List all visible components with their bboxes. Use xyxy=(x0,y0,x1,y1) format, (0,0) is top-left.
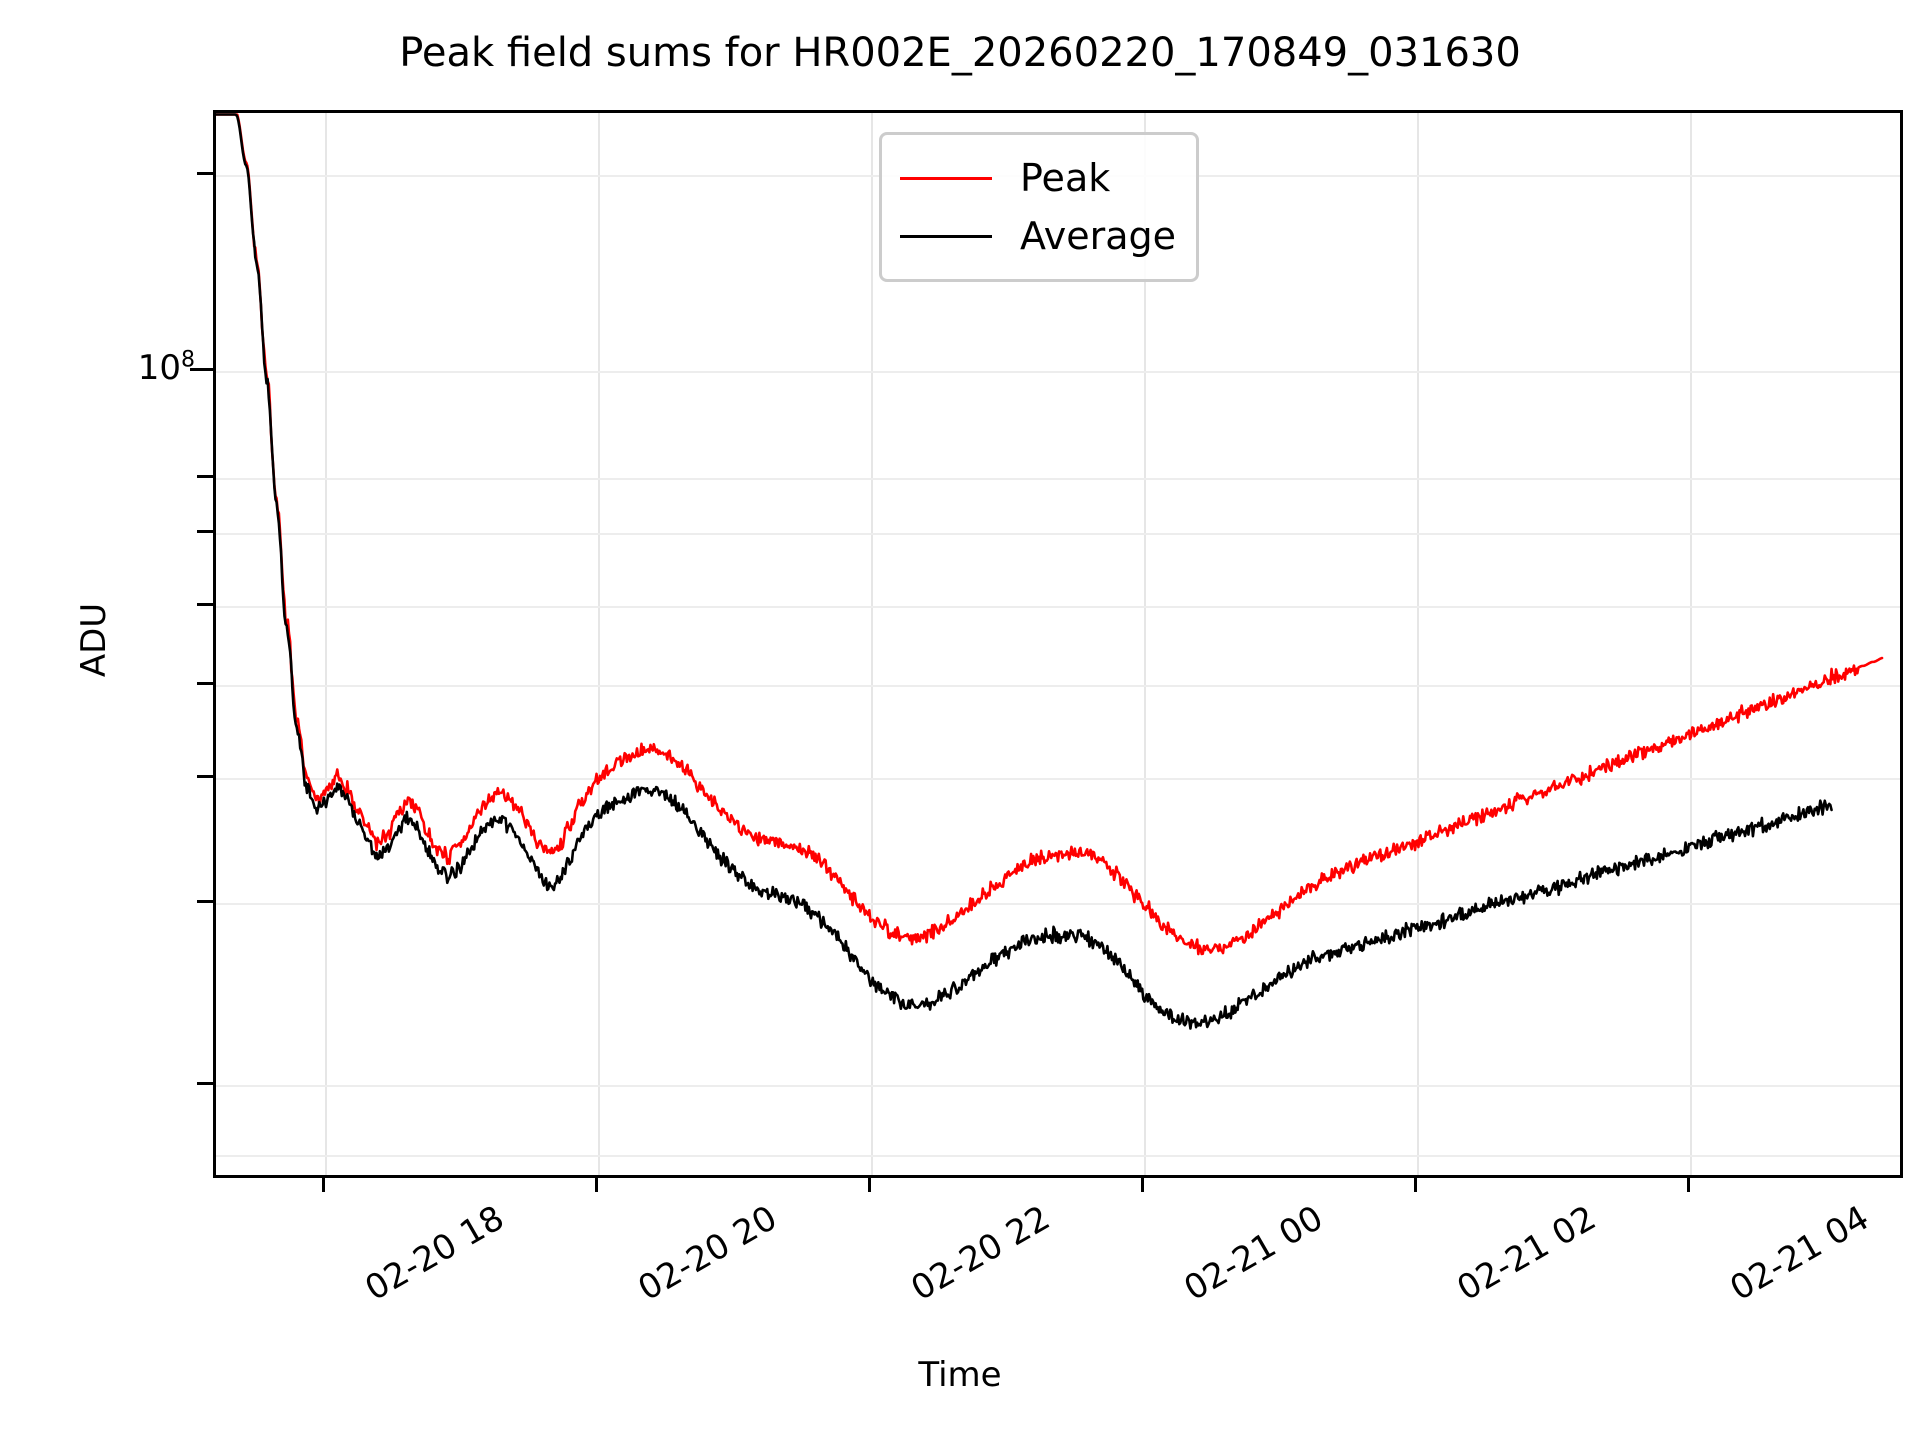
gridline-horizontal xyxy=(216,1155,1900,1157)
x-tick-label: 02-20 20 xyxy=(631,1198,784,1310)
gridline-horizontal xyxy=(216,1085,1900,1087)
series-line-average xyxy=(216,113,1833,1030)
page-title: Peak field sums for HR002E_20260220_1708… xyxy=(399,30,1521,76)
chart-legend: Peak Average xyxy=(879,132,1200,282)
x-tick-label: 02-21 00 xyxy=(1177,1198,1330,1310)
gridline-vertical xyxy=(1417,113,1419,1175)
gridline-vertical xyxy=(325,113,327,1175)
x-tick-mark xyxy=(868,1178,871,1192)
gridline-horizontal xyxy=(216,533,1900,535)
y-tick-mantissa: 10 xyxy=(137,348,181,388)
plot-area xyxy=(213,110,1903,1178)
y-tick-minor-mark xyxy=(197,1082,214,1085)
gridline-horizontal xyxy=(216,606,1900,608)
legend-item-peak: Peak xyxy=(900,149,1176,207)
gridline-vertical xyxy=(598,113,600,1175)
y-tick-minor-mark xyxy=(197,172,214,175)
gridline-horizontal xyxy=(216,371,1900,373)
x-tick-mark xyxy=(1687,1178,1690,1192)
y-tick-minor-mark xyxy=(197,900,214,903)
x-tick-label: 02-20 18 xyxy=(358,1198,511,1310)
x-tick-mark xyxy=(322,1178,325,1192)
gridline-horizontal xyxy=(216,903,1900,905)
x-axis-label: Time xyxy=(918,1355,1002,1395)
y-tick-minor-mark xyxy=(197,682,214,685)
x-tick-label: 02-20 22 xyxy=(904,1198,1057,1310)
gridline-horizontal xyxy=(216,685,1900,687)
legend-line-icon-average xyxy=(900,234,992,238)
series-line-peak xyxy=(216,113,1884,956)
gridline-vertical xyxy=(1144,113,1146,1175)
y-axis-label: ADU xyxy=(74,602,114,678)
gridline-vertical xyxy=(1690,113,1692,1175)
y-tick-minor-mark xyxy=(197,775,214,778)
x-tick-mark xyxy=(1141,1178,1144,1192)
legend-line-icon-peak xyxy=(900,176,992,180)
y-tick-minor-mark xyxy=(197,475,214,478)
y-axis-tick-label: 108 xyxy=(138,348,195,388)
legend-label-peak: Peak xyxy=(1020,156,1111,200)
y-tick-minor-mark xyxy=(197,603,214,606)
x-tick-mark xyxy=(1414,1178,1417,1192)
gridline-horizontal xyxy=(216,778,1900,780)
x-tick-label: 02-21 02 xyxy=(1450,1198,1603,1310)
gridline-vertical xyxy=(871,113,873,1175)
legend-item-average: Average xyxy=(900,207,1176,265)
x-tick-label: 02-21 04 xyxy=(1723,1198,1876,1310)
x-tick-mark xyxy=(595,1178,598,1192)
gridline-horizontal xyxy=(216,478,1900,480)
data-lines-layer xyxy=(216,113,1884,1030)
y-tick-exponent: 8 xyxy=(181,347,195,373)
legend-label-average: Average xyxy=(1020,214,1177,258)
y-tick-minor-mark xyxy=(197,530,214,533)
y-tick-major-mark xyxy=(190,368,214,371)
